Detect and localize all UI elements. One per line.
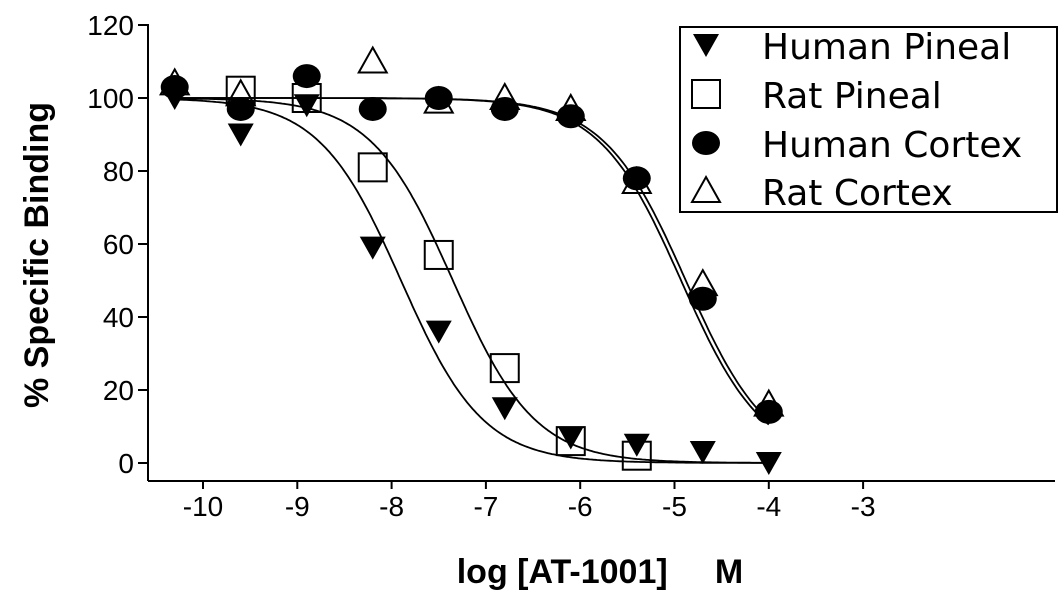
rat-cortex-point xyxy=(423,85,455,114)
x-tick-label: -6 xyxy=(568,491,593,522)
human-pineal-point xyxy=(425,320,452,344)
human-pineal-point xyxy=(557,426,584,450)
tick-labels: -10 -9 -8 -7 -6 -5 -4 -3 0 20 40 60 80 100 120 xyxy=(87,10,875,522)
legend-label: Rat Pineal xyxy=(762,76,942,117)
legend-label: Rat Cortex xyxy=(762,173,953,214)
legend-label: Human Pineal xyxy=(762,27,1011,68)
rat-cortex-point xyxy=(621,165,653,194)
y-tick-label: 20 xyxy=(103,375,134,406)
rat-cortex-point xyxy=(225,78,257,107)
x-tick-label: -7 xyxy=(473,491,498,522)
y-tick-label: 0 xyxy=(118,448,134,479)
legend-frame xyxy=(679,26,1058,213)
rat-pineal-point xyxy=(621,440,652,471)
fit-curve xyxy=(174,97,770,422)
human-pineal-point xyxy=(293,94,320,118)
rat-pineal-point xyxy=(555,426,586,457)
y-tick-label: 100 xyxy=(87,83,134,114)
human-pineal-point xyxy=(491,397,518,421)
human-pineal-point xyxy=(755,452,782,475)
rat-cortex-point xyxy=(555,92,587,121)
x-tick-label: -8 xyxy=(379,491,404,522)
fit-curves xyxy=(174,97,770,464)
legend-symbol xyxy=(691,79,721,109)
human-cortex-point xyxy=(358,96,387,121)
legend-label: Human Cortex xyxy=(762,125,1022,166)
human-pineal-point xyxy=(623,433,650,457)
rat-pineal-point xyxy=(357,152,388,183)
human-cortex-point xyxy=(754,399,783,424)
legend-symbol xyxy=(692,131,720,155)
rat-pineal-point xyxy=(423,239,454,270)
axes xyxy=(138,24,1055,489)
x-tick-label: -5 xyxy=(662,491,687,522)
human-cortex-point xyxy=(226,96,255,121)
x-tick-label: -10 xyxy=(183,491,223,522)
x-tick-label: -4 xyxy=(756,491,781,522)
rat-cortex-point xyxy=(753,388,785,417)
human-pineal-point xyxy=(227,123,254,147)
rat-cortex-point xyxy=(357,45,389,74)
legend: Human Pineal Rat Pineal Human Cortex Rat Co… xyxy=(679,26,1058,214)
rat-pineal-point xyxy=(489,353,520,384)
y-tick-label: 60 xyxy=(103,229,134,260)
rat-cortex-point xyxy=(687,268,719,297)
human-pineal-point xyxy=(689,441,716,465)
y-axis-title: % Specific Binding xyxy=(18,102,56,408)
y-tick-label: 80 xyxy=(103,156,134,187)
rat-cortex-point xyxy=(489,81,521,110)
human-cortex-point xyxy=(292,64,321,89)
x-axis-title: log [AT-1001] M xyxy=(457,553,744,591)
x-tick-label: -3 xyxy=(851,491,876,522)
x-tick-label: -9 xyxy=(285,491,310,522)
fit-curve xyxy=(174,97,769,464)
legend-symbol xyxy=(690,174,722,203)
legend-symbol xyxy=(693,34,719,57)
data-markers xyxy=(159,45,785,475)
human-pineal-point xyxy=(359,236,386,260)
y-tick-label: 120 xyxy=(87,10,134,41)
fit-curve xyxy=(174,98,769,464)
human-cortex-point xyxy=(622,166,651,191)
human-cortex-point xyxy=(556,104,585,129)
rat-cortex-point xyxy=(159,67,191,96)
y-tick-label: 40 xyxy=(103,302,134,333)
human-cortex-point xyxy=(688,286,717,311)
human-cortex-point xyxy=(424,86,453,110)
